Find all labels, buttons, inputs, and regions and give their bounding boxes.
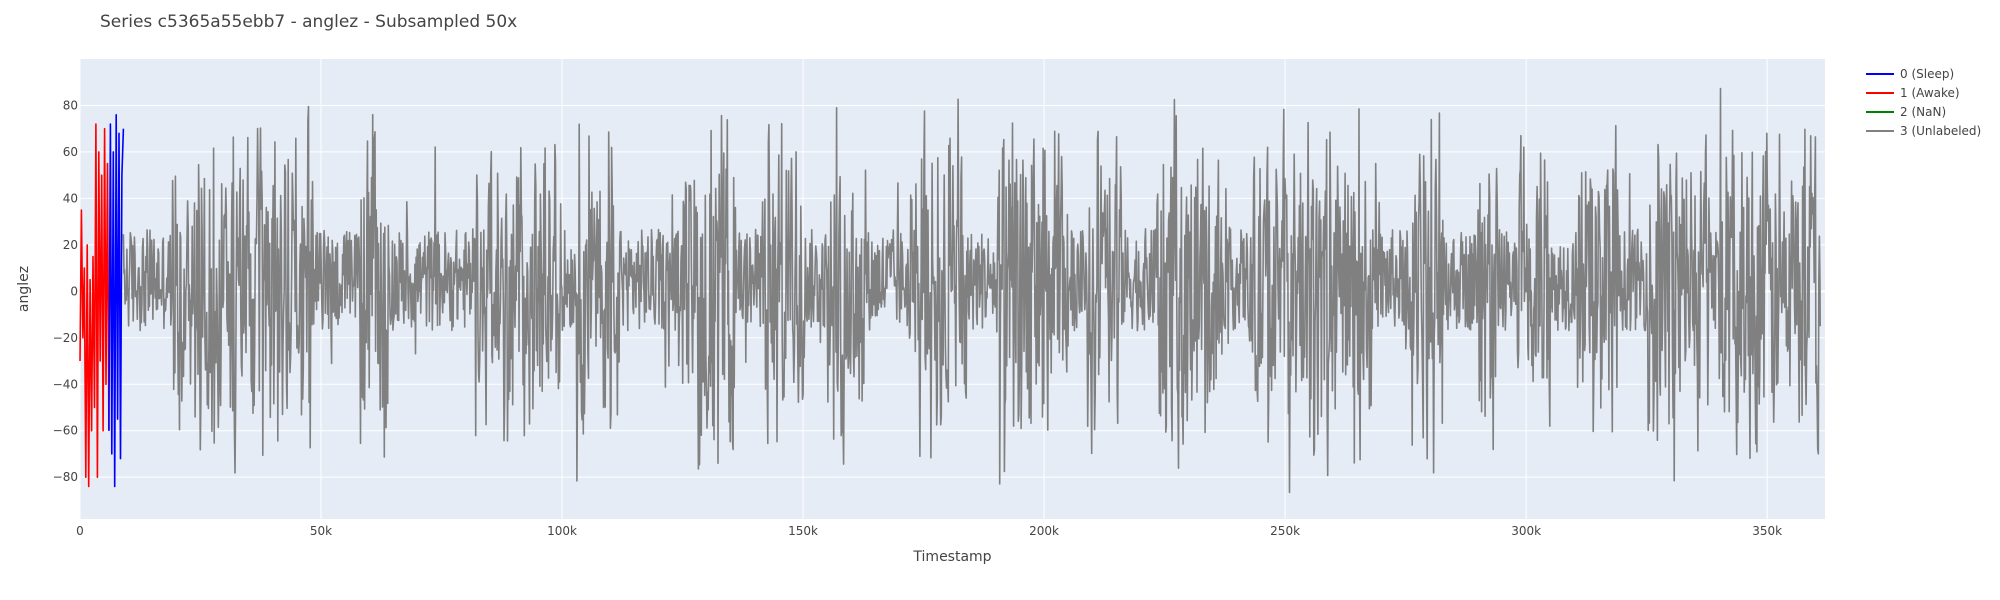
x-axis-title: Timestamp [912, 549, 991, 565]
x-tick-label: 350k [1752, 524, 1782, 538]
x-tick-label: 200k [1029, 524, 1059, 538]
y-tick-label: 20 [63, 238, 78, 252]
y-tick-label: −40 [53, 377, 78, 391]
legend-entry-label[interactable]: 1 (Awake) [1900, 86, 1960, 100]
x-tick-label: 0 [76, 524, 84, 538]
legend-entry-label[interactable]: 0 (Sleep) [1900, 67, 1954, 81]
y-tick-label: −80 [53, 470, 78, 484]
legend-entry-label[interactable]: 2 (NaN) [1900, 105, 1946, 119]
x-tick-label: 150k [788, 524, 818, 538]
x-tick-label: 100k [547, 524, 577, 538]
y-tick-label: 60 [63, 145, 78, 159]
y-axis-ticks: −80 −60 −40 −20 0 20 40 60 80 [53, 98, 78, 484]
series-layer [79, 87, 1821, 494]
chart-title: Series c5365a55ebb7 - anglez - Subsample… [100, 12, 518, 32]
x-axis-ticks: 0 50k 100k 150k 200k 250k 300k 350k [76, 524, 1782, 538]
x-tick-label: 250k [1270, 524, 1300, 538]
legend-entry-label[interactable]: 3 (Unlabeled) [1900, 124, 1981, 138]
x-tick-label: 50k [310, 524, 332, 538]
y-tick-label: 0 [70, 284, 78, 298]
y-tick-label: −20 [53, 331, 78, 345]
x-tick-label: 300k [1511, 524, 1541, 538]
series-line-unlabeled [122, 87, 1821, 494]
series-line-sleep [108, 114, 125, 488]
series-line-awake [79, 123, 110, 488]
y-tick-label: 80 [63, 98, 78, 112]
y-tick-label: −60 [53, 424, 78, 438]
y-tick-label: 40 [63, 191, 78, 205]
y-axis-title: anglez [16, 266, 32, 312]
legend[interactable]: 0 (Sleep) 1 (Awake) 2 (NaN) 3 (Unlabeled) [1866, 67, 1981, 138]
